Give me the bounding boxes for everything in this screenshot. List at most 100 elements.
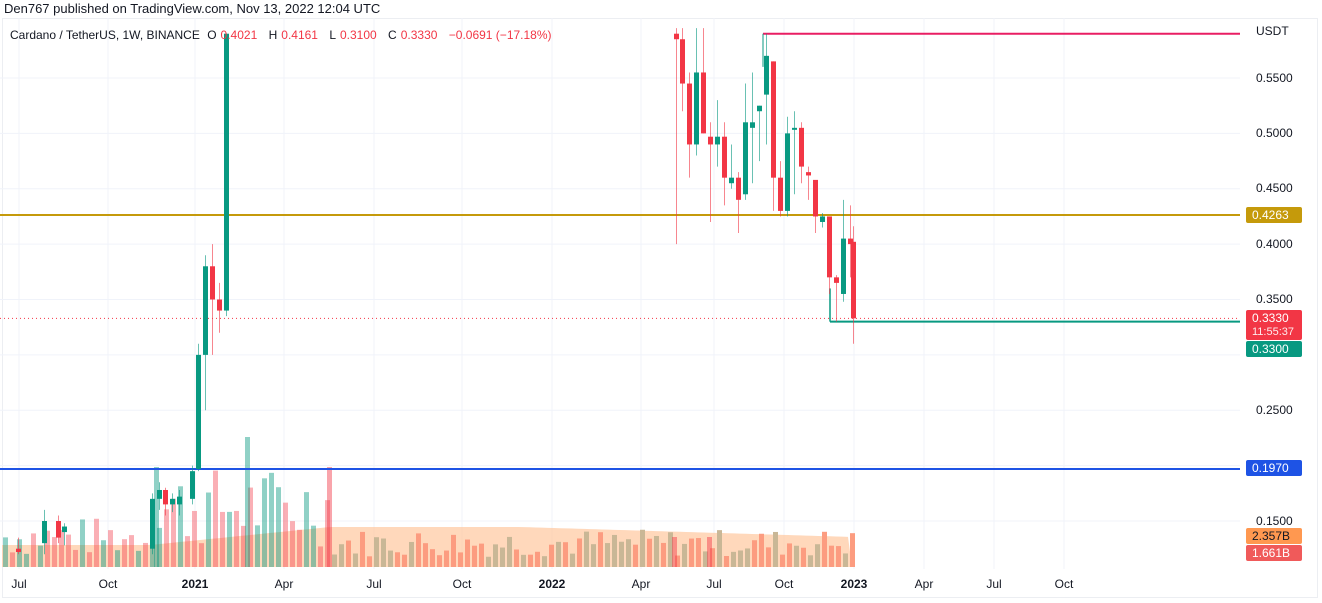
volume-bar: [745, 548, 750, 567]
volume-bar: [521, 554, 526, 567]
volume-bar: [346, 540, 351, 567]
xtick: 2023: [840, 577, 868, 591]
ytick: 0.5000: [1256, 126, 1293, 140]
last-price-value: 0.3330: [1252, 311, 1289, 325]
xtick: 2022: [538, 577, 566, 591]
xtick: Jul: [366, 577, 382, 591]
volume-bar: [668, 532, 673, 567]
xtick: Oct: [774, 577, 794, 591]
volume-bar: [297, 529, 302, 567]
candle-body: [203, 266, 208, 355]
volume-bar: [115, 550, 120, 567]
volume-bar: [577, 538, 582, 567]
symbol-name[interactable]: Cardano / TetherUS, 1W, BINANCE: [10, 28, 200, 42]
volume-bar: [815, 544, 820, 567]
volume-bar: [654, 535, 659, 567]
support2-price-label: 0.1970: [1246, 460, 1302, 476]
candle-body: [680, 39, 685, 84]
candle-body: [792, 127, 797, 130]
candle-body: [827, 216, 832, 278]
volume-bar: [87, 552, 92, 567]
symbol-legend: Cardano / TetherUS, 1W, BINANCE O 0.4021 …: [10, 28, 556, 42]
ytick: 0.3500: [1256, 292, 1293, 306]
volume-bar: [605, 543, 610, 567]
volume-bar: [479, 543, 484, 567]
candle-body: [16, 548, 21, 553]
volume-bar: [171, 498, 176, 567]
price-plot[interactable]: [0, 18, 1240, 569]
volume-bar: [157, 527, 162, 567]
volume-bar: [843, 553, 848, 567]
candlestick-canvas: [0, 18, 1240, 569]
volume-bar: [248, 487, 253, 567]
xtick: 2021: [181, 577, 209, 591]
volume-bar: [164, 509, 169, 567]
volume-bar: [773, 531, 778, 567]
volume-bar: [672, 537, 677, 567]
volume-bar: [647, 538, 652, 567]
candle-body: [851, 241, 856, 319]
volume-bar: [255, 525, 260, 567]
candle-body: [715, 136, 720, 145]
volume-bar: [283, 502, 288, 567]
volume-bar: [801, 547, 806, 567]
volume-ma-label: 2.357B: [1246, 528, 1302, 544]
volume-bar: [724, 556, 729, 567]
volume-bar: [360, 531, 365, 567]
volume-bar: [178, 486, 183, 567]
volume-bar: [717, 530, 722, 567]
volume-bar: [829, 545, 834, 567]
volume-bar: [528, 554, 533, 567]
volume-bar: [192, 510, 197, 567]
volume-bar: [52, 537, 57, 567]
candle-body: [694, 72, 699, 145]
volume-bar: [633, 544, 638, 567]
volume-bar: [213, 470, 218, 567]
volume-bar: [465, 539, 470, 567]
volume-bar: [66, 534, 71, 567]
volume-bar: [612, 534, 617, 567]
last-price-label: 0.3330 11:55:37: [1246, 310, 1302, 340]
volume-bar: [206, 492, 211, 567]
bar-countdown: 11:55:37: [1252, 326, 1295, 338]
candle-body: [701, 72, 706, 134]
volume-bar: [661, 542, 666, 567]
volume-label: 1.661B: [1246, 545, 1302, 561]
candle-body: [163, 489, 168, 505]
volume-bar: [703, 551, 708, 567]
volume-bar: [234, 510, 239, 567]
volume-bar: [570, 553, 575, 567]
candle-body: [848, 238, 853, 245]
low-value: L 0.3100: [329, 28, 377, 42]
volume-bar: [535, 551, 540, 567]
volume-bar: [108, 530, 113, 567]
candle-body: [778, 177, 783, 211]
volume-bar: [549, 544, 554, 567]
candle-body: [42, 521, 47, 544]
candle-body: [687, 83, 692, 145]
candle-body: [722, 136, 727, 178]
volume-bar: [752, 540, 757, 567]
volume-bar: [598, 532, 603, 567]
volume-bar: [430, 549, 435, 567]
volume-bar: [199, 543, 204, 567]
open-value: O 0.4021: [207, 28, 258, 42]
volume-bar: [227, 511, 232, 567]
volume-bar: [136, 550, 141, 567]
volume-bar: [290, 521, 295, 567]
volume-bar: [353, 553, 358, 567]
ytick: 0.4500: [1256, 181, 1293, 195]
volume-bar: [325, 500, 330, 567]
candle-body: [150, 498, 155, 549]
price-axis[interactable]: USDT 0.5500 0.5000 0.4500 0.4000 0.3500 …: [1240, 18, 1322, 569]
close-value: C 0.3330: [388, 28, 438, 42]
volume-bar: [220, 511, 225, 567]
volume-bar: [738, 550, 743, 567]
resistance-price-label: 0.4263: [1246, 207, 1302, 223]
candle-body: [841, 238, 846, 294]
volume-bar: [486, 556, 491, 567]
volume-bar: [731, 551, 736, 567]
time-axis[interactable]: Jul Oct 2021 Apr Jul Oct 2022 Apr Jul Oct 2023 Apr J…: [0, 569, 1240, 595]
volume-bar: [374, 537, 379, 567]
volume-bar: [696, 538, 701, 567]
